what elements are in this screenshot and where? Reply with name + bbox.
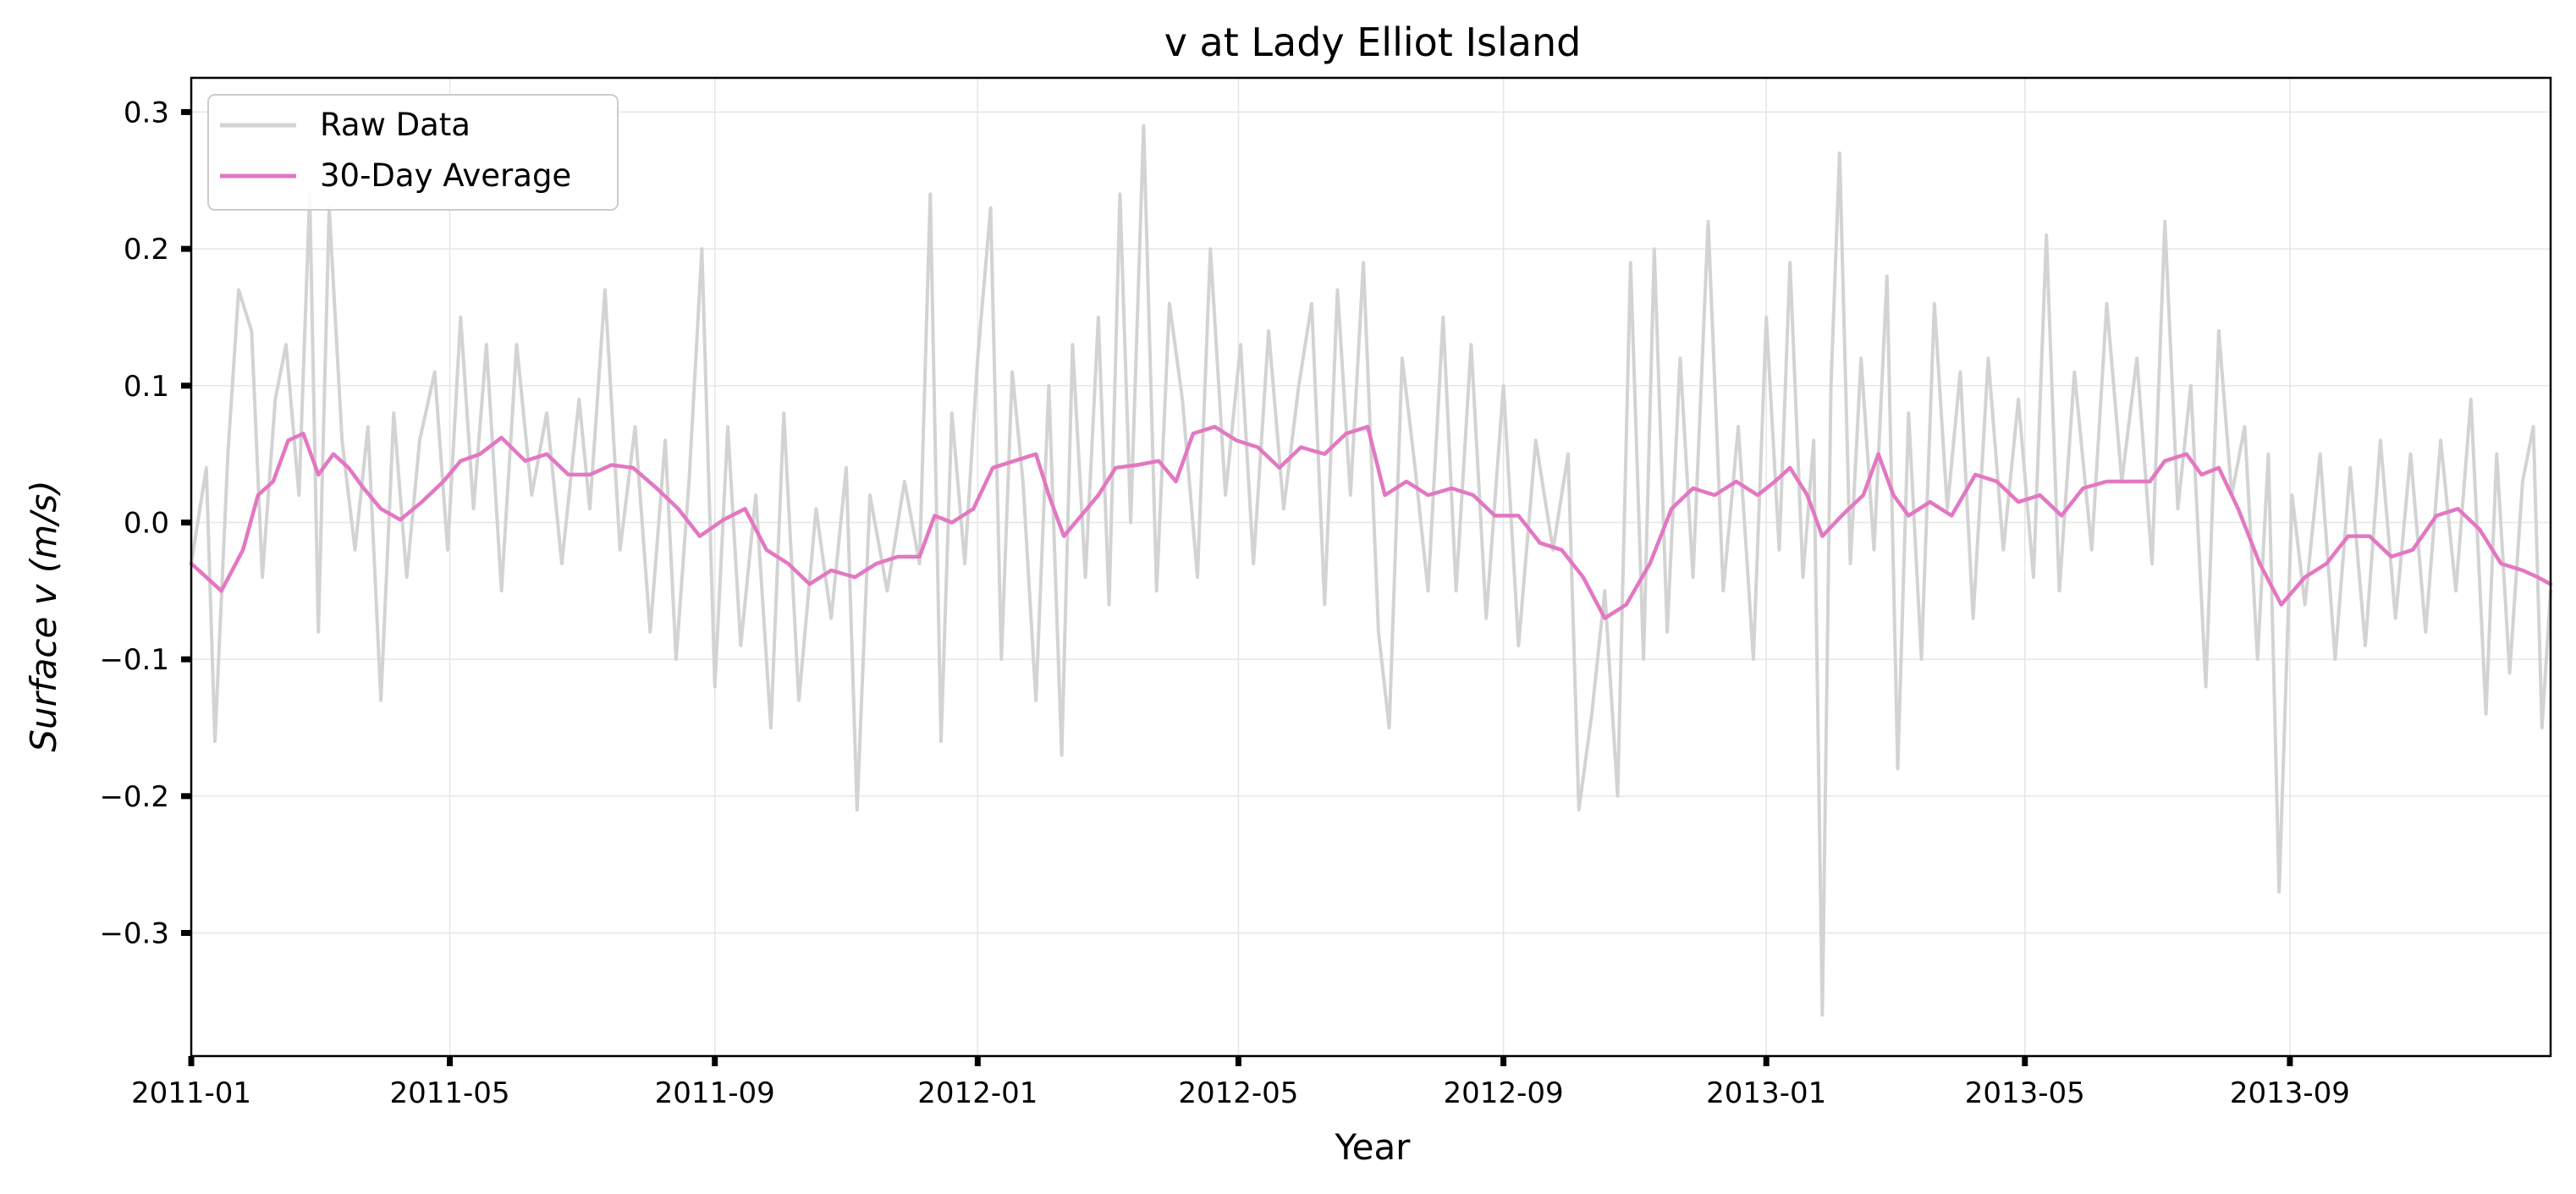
x-tick-label: 2012-09 [1444, 1076, 1564, 1110]
series-layer [189, 124, 2553, 1017]
x-tick-label: 2013-05 [1965, 1076, 2085, 1110]
y-tick-label: 0.0 [124, 506, 169, 540]
plot-frame [190, 76, 2552, 1058]
y-tick-label: 0.3 [124, 96, 169, 129]
legend-label-30-day-average: 30-Day Average [320, 157, 571, 194]
y-axis-title: Surface v (m/s) [23, 480, 64, 751]
x-tick-label: 2011-09 [655, 1076, 775, 1110]
legend: Raw Data 30-Day Average [207, 94, 619, 211]
x-tick-label: 2011-05 [390, 1076, 510, 1110]
y-tick-label: 0.2 [124, 233, 169, 267]
x-tick-label: 2012-05 [1178, 1076, 1298, 1110]
y-tick-label: 0.1 [124, 370, 169, 404]
series-line-raw-data [190, 124, 2552, 1017]
x-tick-label: 2013-09 [2230, 1076, 2350, 1110]
x-tick-label: 2011-01 [131, 1076, 251, 1110]
y-tick-label: −0.3 [99, 916, 169, 950]
legend-frame [207, 94, 619, 211]
series-line-30-day-average [189, 425, 2553, 620]
x-axis-title: Year [1335, 1126, 1412, 1168]
y-tick-label: −0.1 [99, 643, 169, 677]
y-axis: −0.3 −0.2 −0.1 0.0 0.1 0.2 0.3 [99, 96, 191, 950]
y-tick-label: −0.2 [99, 780, 169, 814]
x-tick-label: 2013-01 [1706, 1076, 1826, 1110]
x-axis: 2011-01 2011-05 2011-09 2012-01 2012-05 2012-… [131, 1056, 2350, 1110]
x-tick-label: 2012-01 [917, 1076, 1038, 1110]
grid [190, 78, 2551, 1056]
legend-label-raw-data: Raw Data [320, 107, 471, 143]
chart-title: v at Lady Elliot Island [1164, 19, 1582, 65]
